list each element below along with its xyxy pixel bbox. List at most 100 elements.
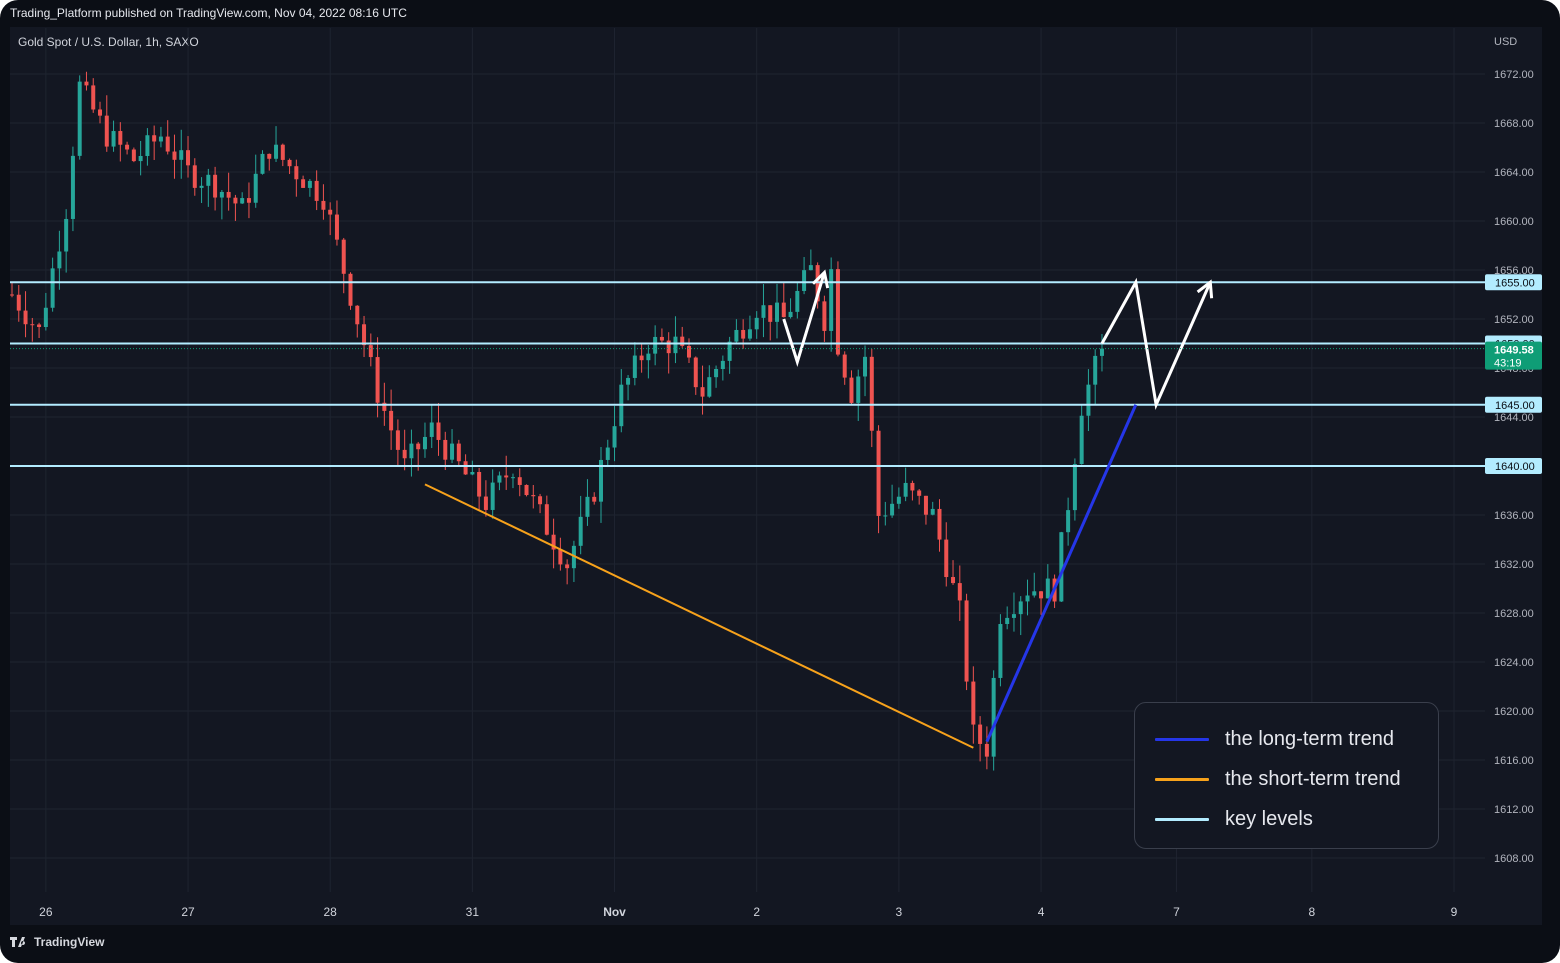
candle-body <box>30 324 35 326</box>
candle-body <box>334 214 339 240</box>
projection-path[interactable] <box>782 272 826 367</box>
candle-body <box>382 402 387 411</box>
candle-body <box>598 459 603 502</box>
arrow-head-icon <box>1196 279 1214 299</box>
price-tick: 1620.00 <box>1494 706 1534 718</box>
legend-item-long-term: the long-term trend <box>1155 719 1438 759</box>
price-tick: 1616.00 <box>1494 755 1534 767</box>
candle-body <box>727 341 732 361</box>
candle-body <box>483 496 488 510</box>
candle-body <box>16 294 21 311</box>
candle-body <box>192 165 197 188</box>
candle-body <box>422 436 427 450</box>
legend-swatch <box>1155 817 1209 821</box>
candle-body <box>1093 355 1098 385</box>
legend-label: key levels <box>1225 807 1313 830</box>
price-tick: 1668.00 <box>1494 118 1534 130</box>
price-tick: 1664.00 <box>1494 167 1534 179</box>
candle-body <box>700 387 705 397</box>
candle-body <box>409 443 414 459</box>
short-term-trend-line[interactable] <box>424 483 974 749</box>
candle-body <box>37 324 42 328</box>
candle-body <box>436 422 441 440</box>
candle-body <box>10 294 14 296</box>
time-tick: 26 <box>39 905 53 919</box>
candle-body <box>280 144 285 160</box>
candle-body <box>998 624 1003 678</box>
candle-body <box>443 439 448 460</box>
candle-body <box>578 516 583 546</box>
candle-body <box>504 475 509 478</box>
price-tick: 1644.00 <box>1494 412 1534 424</box>
candle-body <box>267 153 272 159</box>
candle-body <box>978 724 983 744</box>
candle-body <box>1072 464 1077 511</box>
candle-body <box>402 449 407 459</box>
legend-swatch <box>1155 777 1209 781</box>
candle-body <box>368 345 373 358</box>
candle-body <box>118 131 123 145</box>
candle-body <box>659 336 664 341</box>
time-tick: 8 <box>1308 905 1315 919</box>
candle-body <box>172 151 177 160</box>
candle-body <box>226 191 231 198</box>
candle-body <box>646 353 651 361</box>
candle-body <box>747 329 752 339</box>
candle-body <box>781 302 786 318</box>
arrow-head-icon <box>811 269 830 289</box>
legend: the long-term trend the short-term trend… <box>1134 702 1439 849</box>
candle-body <box>585 496 590 517</box>
candle-body <box>558 549 563 565</box>
price-tick: 1656.00 <box>1494 265 1534 277</box>
candle-body <box>1011 614 1016 618</box>
candle-body <box>1099 348 1104 356</box>
projection-arrows <box>782 269 1214 410</box>
candle-body <box>795 290 800 312</box>
candles <box>10 71 1104 771</box>
candle-body <box>707 377 712 397</box>
candle-body <box>274 144 279 159</box>
symbol-label[interactable]: Gold Spot / U.S. Dollar, 1h, SAXO <box>18 35 199 49</box>
candle-body <box>544 504 549 535</box>
time-tick: 31 <box>466 905 480 919</box>
candle-body <box>463 461 468 475</box>
tradingview-logo-icon <box>10 937 26 947</box>
candle-body <box>626 377 631 385</box>
candle-body <box>944 539 949 578</box>
candle-body <box>612 426 617 448</box>
candle-body <box>416 443 421 450</box>
candle-body <box>456 443 461 462</box>
price-tick: 1628.00 <box>1494 608 1534 620</box>
candle-body <box>111 131 116 147</box>
candle-body <box>287 159 292 167</box>
candle-body <box>666 340 671 354</box>
candle-body <box>395 430 400 450</box>
candle-body <box>57 251 62 269</box>
candle-body <box>802 270 807 291</box>
candle-body <box>890 503 895 516</box>
candle-body <box>165 136 170 152</box>
candle-body <box>77 81 82 156</box>
candle-body <box>951 577 956 584</box>
candle-body <box>517 477 522 485</box>
key-level-tag-label: 1655.00 <box>1495 277 1535 289</box>
candle-body <box>923 495 928 515</box>
candle-body <box>551 534 556 550</box>
brand-footer[interactable]: TradingView <box>10 935 104 949</box>
projection-path[interactable] <box>1100 277 1212 410</box>
current-price-label: 1649.58 <box>1494 345 1534 357</box>
candle-body <box>477 471 482 497</box>
candle-body <box>531 495 536 497</box>
candle-body <box>863 356 868 377</box>
candle-body <box>720 360 725 370</box>
candle-body <box>50 268 55 308</box>
candle-body <box>876 430 881 516</box>
candle-body <box>1059 532 1064 602</box>
candle-body <box>930 508 935 515</box>
time-tick: Nov <box>603 905 626 919</box>
candle-body <box>152 135 157 142</box>
candle-body <box>314 180 319 201</box>
long-term-trend-line[interactable] <box>985 404 1138 743</box>
candle-body <box>693 357 698 388</box>
